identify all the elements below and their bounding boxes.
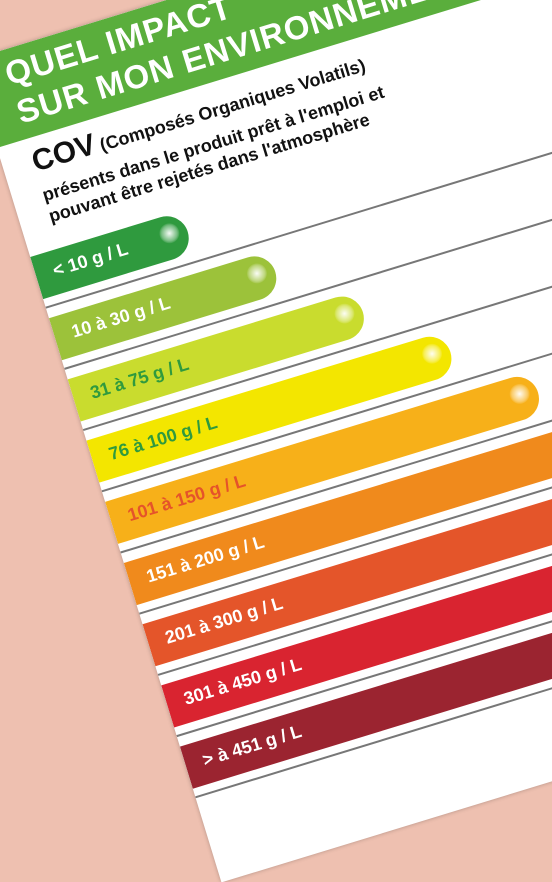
shine-highlight-icon: [332, 301, 357, 327]
shine-highlight-icon: [244, 260, 270, 286]
shine-highlight-icon: [419, 341, 445, 367]
shine-highlight-icon: [507, 381, 533, 407]
shine-highlight-icon: [156, 220, 182, 246]
